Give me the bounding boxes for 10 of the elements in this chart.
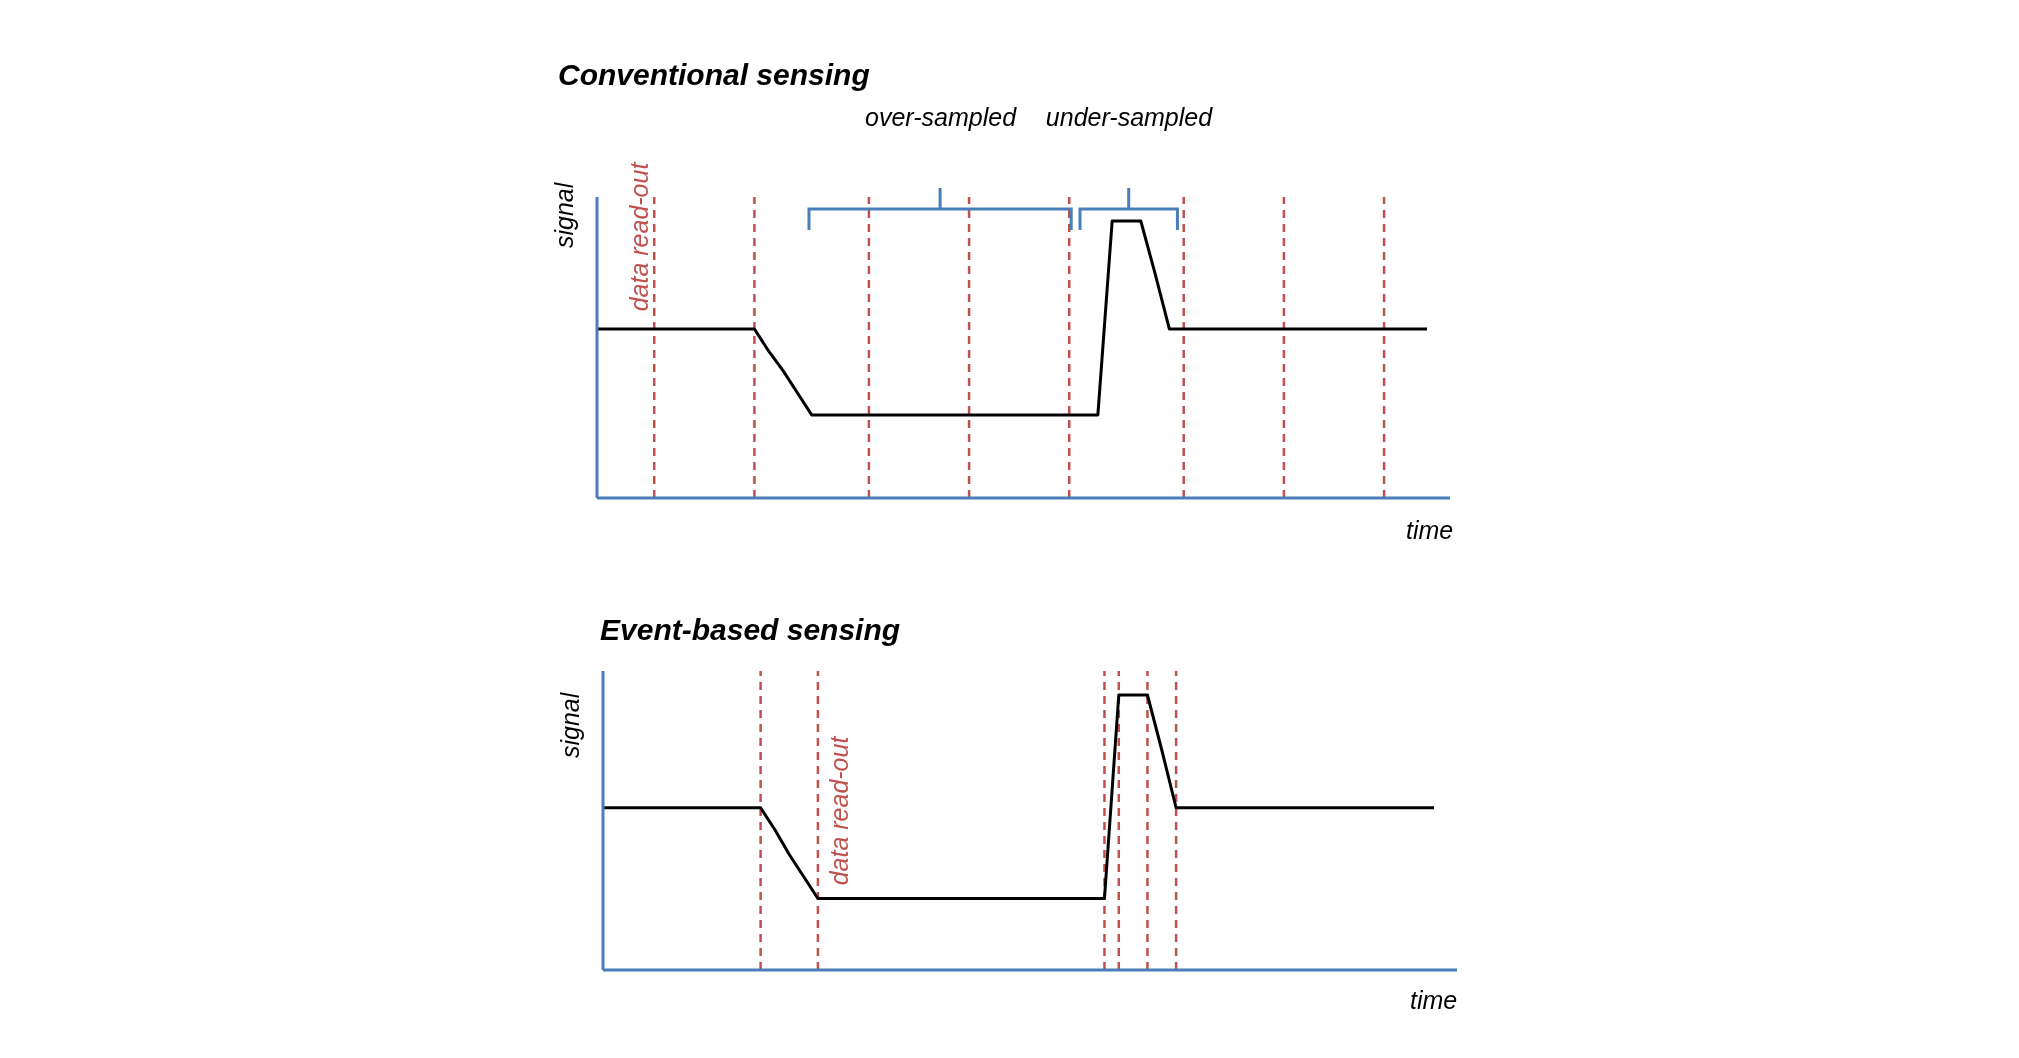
y-axis-title: signal [556,692,585,758]
x-axis-title: time [1410,986,1458,1015]
text: under-sampled [1045,103,1213,131]
annotation: data read-out [625,162,654,312]
x-axis-title: time [1406,516,1454,545]
y-axis-title: signal [550,182,579,248]
text: over-sampled [865,103,1017,131]
annotation: data read-out [824,734,855,888]
chart-title: Event-based sensing [600,613,901,647]
chart-title: Conventional sensing [558,58,870,92]
